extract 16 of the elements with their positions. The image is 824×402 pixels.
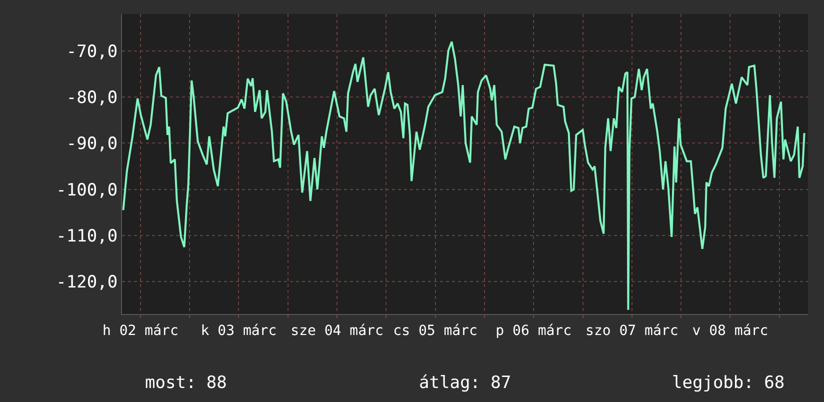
y-tick-label: -70,0 — [66, 42, 118, 62]
y-tick-label: -110,0 — [56, 226, 118, 246]
x-tick-label: sze 04 márc — [290, 322, 384, 339]
x-tick-label: k 03 márc — [200, 322, 277, 339]
x-tick-label: p 06 márc — [496, 322, 572, 339]
text: legjobb: 68 — [672, 373, 785, 393]
x-tick-label: cs 05 márc — [393, 322, 478, 339]
x-tick-label: szo 07 márc — [586, 322, 678, 339]
y-tick-label: -120,0 — [56, 272, 118, 293]
x-tick-label: v 08 márc — [692, 322, 768, 339]
x-tick-label: h 02 márc — [102, 322, 178, 339]
text: most: 88 — [145, 373, 227, 393]
text: átlag: 87 — [419, 373, 512, 393]
y-tick-label: -100,0 — [56, 180, 118, 200]
y-tick-label: -80,0 — [66, 88, 118, 108]
y-tick-label: -90,0 — [66, 134, 118, 154]
